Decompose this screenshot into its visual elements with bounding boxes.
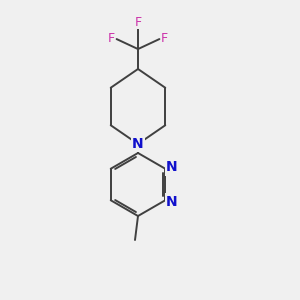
- Text: F: F: [161, 32, 168, 45]
- Text: N: N: [132, 137, 144, 151]
- Text: F: F: [134, 16, 142, 29]
- Text: N: N: [166, 160, 178, 174]
- Text: F: F: [108, 32, 115, 45]
- Text: N: N: [166, 195, 178, 209]
